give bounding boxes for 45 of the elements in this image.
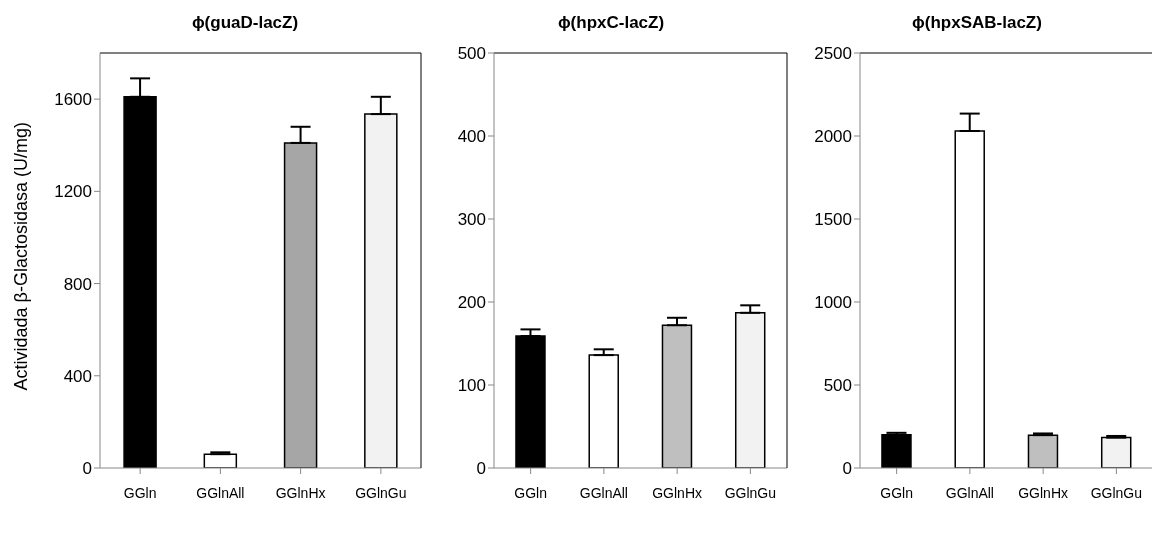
bar (123, 96, 157, 468)
y-tick-label: 200 (457, 293, 486, 313)
y-tick-label: 1600 (54, 90, 92, 110)
y-tick-label: 1000 (814, 293, 852, 313)
x-tick-label: GGlnHx (275, 484, 326, 501)
x-tick-label: GGlnHx (652, 484, 703, 501)
y-tick-label: 1200 (54, 182, 92, 202)
y-tick-label: 500 (457, 44, 486, 64)
x-tick-label: GGln (514, 484, 547, 501)
y-tick-label: 100 (457, 376, 486, 396)
bar (283, 142, 318, 468)
x-tick-label: GGlnGu (1090, 484, 1143, 501)
bar (954, 130, 985, 468)
bar (364, 113, 398, 468)
x-tick-label: GGlnGu (355, 484, 407, 501)
y-tick-label: 0 (476, 459, 486, 479)
x-tick-label: GGln (880, 484, 913, 501)
x-tick-label: GGlnGu (724, 484, 777, 501)
y-tick-label: 500 (823, 376, 852, 396)
bar (515, 335, 546, 468)
bar (203, 453, 238, 468)
x-tick-label: GGlnAll (945, 484, 994, 501)
bar (734, 312, 766, 468)
y-tick-label: 0 (842, 459, 852, 479)
y-tick-label: 2000 (814, 127, 852, 147)
y-tick-label: 300 (457, 210, 486, 230)
x-tick-label: GGlnHx (1018, 484, 1069, 501)
x-tick-label: GGln (123, 484, 157, 501)
y-tick-label: 0 (82, 459, 92, 479)
x-tick-label: GGlnAll (579, 484, 628, 501)
chart-title: ϕ(hpxC-lacZ) (556, 12, 666, 34)
bar (881, 434, 912, 468)
chart-title: ϕ(hpxSAB-lacZ) (911, 12, 1043, 34)
bar (661, 324, 693, 468)
bar (588, 354, 619, 468)
y-tick-label: 400 (457, 127, 486, 147)
y-tick-label: 400 (63, 366, 92, 386)
y-axis-title: Actividada β-Glactosidasa (U/mg) (11, 122, 32, 391)
y-tick-label: 2500 (814, 44, 852, 64)
y-tick-label: 800 (63, 274, 92, 294)
bar (1027, 434, 1059, 468)
bar (1100, 436, 1132, 468)
y-tick-label: 1500 (814, 210, 852, 230)
x-tick-label: GGlnAll (196, 484, 245, 501)
chart-title: ϕ(guaD-lacZ) (190, 12, 300, 34)
